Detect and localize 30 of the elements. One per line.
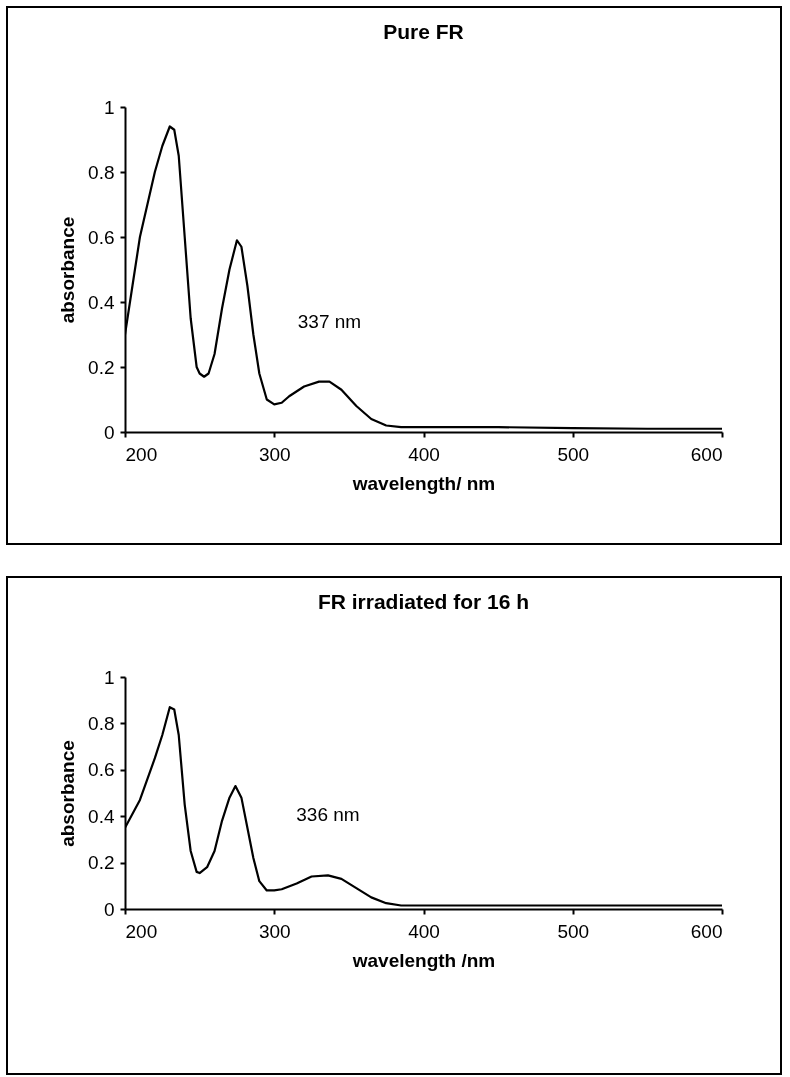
x-tick-label: 600 bbox=[690, 443, 723, 465]
y-axis-title: absorbance bbox=[57, 216, 79, 324]
x-tick-label: 500 bbox=[557, 443, 590, 465]
chart-title: FR irradiated for 16 h bbox=[317, 590, 530, 613]
x-tick-label: 300 bbox=[258, 443, 291, 465]
x-tick-label: 300 bbox=[258, 920, 291, 942]
y-tick-label: 1 bbox=[103, 96, 115, 118]
x-tick-label: 400 bbox=[408, 443, 440, 465]
annotation: 336 nm bbox=[296, 804, 360, 826]
y-tick-label: 0.2 bbox=[88, 356, 115, 378]
y-tick-label: 0.8 bbox=[88, 161, 115, 183]
x-tick-label: 600 bbox=[690, 920, 723, 942]
x-tick-label: 200 bbox=[125, 920, 158, 942]
x-axis-title: wavelength /nm bbox=[351, 949, 496, 971]
y-tick-label: 0.6 bbox=[88, 226, 115, 248]
y-tick-label: 0 bbox=[103, 421, 115, 443]
y-tick-label: 0.4 bbox=[88, 291, 115, 313]
x-tick-label: 400 bbox=[408, 920, 440, 942]
annotation: 337 nm bbox=[297, 310, 362, 332]
y-tick-label: 0 bbox=[103, 898, 115, 920]
y-tick-label: 0.6 bbox=[88, 759, 115, 781]
y-tick-label: 0.8 bbox=[88, 712, 115, 734]
y-axis-title: absorbance bbox=[57, 740, 79, 847]
y-tick-label: 1 bbox=[103, 666, 115, 688]
x-tick-label: 500 bbox=[557, 920, 590, 942]
y-tick-label: 0.2 bbox=[88, 852, 115, 874]
x-axis-title: wavelength/ nm bbox=[351, 472, 496, 494]
chart-title: Pure FR bbox=[383, 20, 464, 43]
y-tick-label: 0.4 bbox=[88, 805, 115, 827]
x-tick-label: 200 bbox=[125, 443, 158, 465]
